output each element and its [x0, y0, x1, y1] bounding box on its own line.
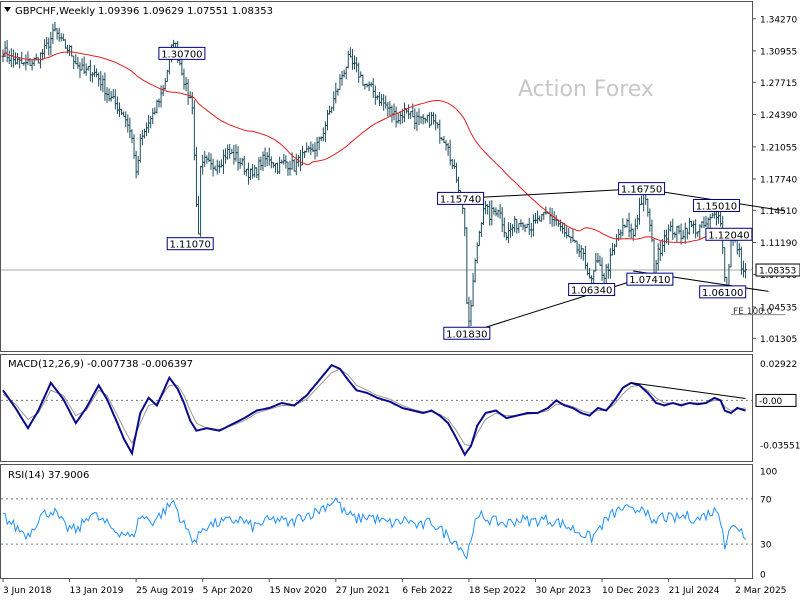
rsi-y-tick-label: 0: [760, 571, 766, 581]
y-tick-label: 1.14510: [760, 207, 797, 217]
macd-current-box: [755, 393, 797, 407]
macd-y-tick-label: -0.035518: [760, 442, 800, 452]
rsi-y-tick-label: 70: [760, 495, 772, 505]
x-tick-label: 21 Jul 2024: [669, 586, 720, 596]
price-bars: [1, 21, 748, 327]
annotation-box: [437, 191, 485, 205]
y-tick-label: 1.04535: [760, 304, 797, 314]
x-tick-label: 2 Mar 2025: [735, 586, 786, 596]
trendline: [460, 188, 642, 199]
annotation-label: 1.12040: [708, 230, 749, 241]
price-annotation: 1.07410: [626, 272, 674, 286]
x-tick-label: 13 Jan 2019: [70, 586, 124, 596]
x-tick-label: 5 Apr 2020: [203, 586, 253, 596]
price-annotation: 1.30700: [158, 46, 206, 60]
price-y-axis: 1.34270 1.30955 1.27715 1.24390 1.21055 1.177…: [752, 15, 800, 345]
price-annotation: 1.12040: [705, 227, 753, 241]
symbol-label: GBPCHF,Weekly: [15, 6, 95, 17]
annotation-label: 1.07410: [629, 275, 670, 286]
x-tick-label: 18 Sep 2022: [469, 586, 526, 596]
price-annotation: 1.16750: [618, 182, 666, 196]
y-tick-label: 1.27715: [760, 79, 797, 89]
macd-title: MACD(12,26,9) -0.007738 -0.006397: [8, 359, 193, 370]
x-tick-label: 25 Aug 2019: [136, 586, 194, 596]
annotation-label: 1.01830: [446, 329, 487, 340]
annotation-box: [568, 283, 616, 297]
x-tick-label: 30 Apr 2023: [535, 586, 591, 596]
macd-y-tick-label: 0.02922: [760, 360, 797, 370]
price-annotation: 1.15740: [437, 191, 485, 205]
y-tick-label: 1.01305: [760, 335, 797, 345]
macd-body: [1, 363, 752, 457]
price-annotation: 1.06100: [699, 285, 747, 299]
price-bar: [744, 263, 748, 279]
macd-panel: MACD(12,26,9) -0.007738 -0.006397 0.0292…: [0, 354, 800, 462]
rsi-y-axis: 100 70 30 0: [760, 468, 777, 581]
macd-current-label: -0.00: [759, 397, 783, 407]
x-tick-label: 3 Jun 2018: [3, 586, 52, 596]
macd-y-axis: 0.029220.00-0.035518-0.00: [755, 360, 800, 452]
annotation-label: 1.15740: [440, 194, 481, 205]
annotation-box: [166, 237, 214, 251]
y-tick-label: 1.34270: [760, 15, 797, 25]
y-tick-label: 1.11190: [760, 239, 797, 249]
sma-line: [2, 51, 746, 243]
annotation-label: 1.30700: [161, 49, 202, 60]
macd-trendline: [631, 382, 746, 400]
price-annotation: 1.15010: [692, 198, 740, 212]
x-tick-label: 15 Nov 2020: [269, 586, 327, 596]
annotation-box: [618, 182, 666, 196]
price-panel: Action Forex GBPCHF,Weekly 1.09396 1.096…: [0, 1, 800, 352]
annotation-box: [626, 272, 674, 286]
x-tick-label: 6 Feb 2022: [402, 586, 452, 596]
annotation-label: 1.16750: [621, 185, 662, 196]
annotation-label: 1.15010: [696, 201, 737, 212]
y-tick-label: 1.21055: [760, 143, 797, 153]
rsi-line: [3, 496, 746, 560]
y-tick-label: 1.30955: [760, 47, 797, 57]
x-tick-label: 10 Dec 2023: [602, 586, 660, 596]
annotation-label: 1.11070: [170, 240, 211, 251]
watermark: Action Forex: [518, 77, 654, 102]
rsi-panel: RSI(14) 37.9006 100 70 30 0: [0, 464, 777, 581]
annotation-box: [158, 46, 206, 60]
rsi-y-tick-label: 30: [760, 541, 772, 551]
annotation-box: [699, 285, 747, 299]
y-tick-label: 1.24390: [760, 111, 797, 121]
current-price-label: 1.08353: [759, 267, 796, 277]
annotation-label: 1.06100: [702, 288, 743, 299]
annotation-label: 1.06340: [571, 286, 612, 297]
macd-line: [2, 363, 746, 457]
macd-signal-line: [2, 368, 746, 447]
price-annotation: 1.06340: [568, 283, 616, 297]
x-axis: 3 Jun 2018 13 Jan 2019 25 Aug 2019 5 Apr 20…: [2, 578, 787, 596]
fe-label: FE 100.0: [733, 307, 773, 317]
x-tick-label: 27 Jun 2021: [336, 586, 390, 596]
current-price-tag: 1.08353: [755, 263, 800, 277]
annotation-box: [705, 227, 753, 241]
rsi-body: [1, 496, 752, 560]
price-annotation: 1.01830: [443, 326, 491, 340]
dropdown-arrow-icon[interactable]: [4, 7, 11, 12]
macd-current-tag: -0.00: [755, 393, 797, 407]
annotation-box: [443, 326, 491, 340]
rsi-title: RSI(14) 37.9006: [8, 470, 89, 481]
current-price-box: [755, 263, 800, 277]
y-tick-label: 1.17740: [760, 176, 797, 186]
ohlc-values: 1.09396 1.09629 1.07551 1.08353: [98, 6, 273, 17]
annotation-box: [692, 198, 740, 212]
rsi-y-tick-label: 100: [760, 468, 777, 478]
price-annotation: 1.11070: [166, 237, 214, 251]
price-annotations: 1.30700 1.11070 1.15740 1.01830 1.16750 1.063…: [158, 46, 773, 340]
